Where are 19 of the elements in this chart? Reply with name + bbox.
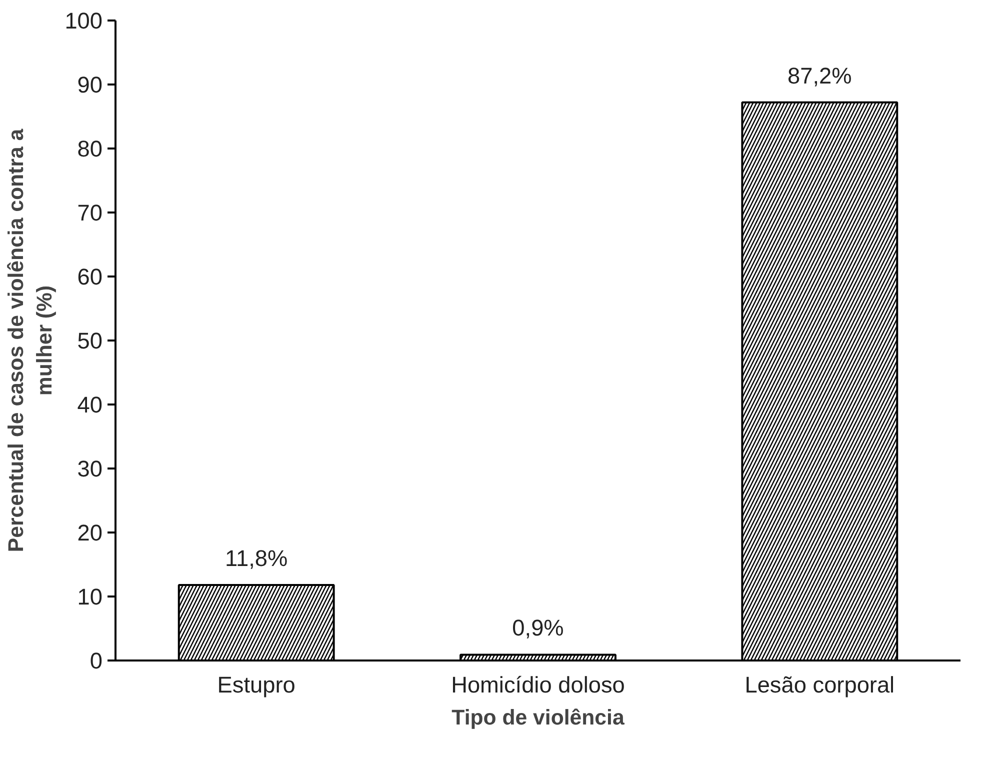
y-tick-label: 90 (77, 72, 102, 98)
x-tick-label: Estupro (217, 672, 296, 698)
data-label: 87,2% (788, 62, 852, 88)
x-tick-label: Lesão corporal (744, 672, 895, 698)
y-tick-label: 20 (77, 520, 102, 546)
y-tick-label: 100 (64, 8, 103, 34)
y-tick-label: 30 (77, 456, 102, 482)
x-tick-label: Homicídio doloso (451, 672, 625, 698)
data-label: 0,9% (512, 614, 564, 641)
y-tick-label: 80 (77, 136, 102, 162)
data-label: 11,8% (225, 544, 288, 571)
x-axis-title: Tipo de violência (452, 706, 624, 730)
y-tick-label: 40 (77, 392, 102, 418)
y-axis-title: Percentual de casos de violência contra a mulher (%) (4, 128, 57, 552)
y-tick-label: 0 (90, 648, 103, 674)
y-tick-label: 10 (77, 584, 102, 610)
y-tick-label: 50 (77, 328, 102, 354)
y-tick-label: 70 (77, 200, 102, 226)
y-tick-label: 60 (77, 264, 102, 290)
